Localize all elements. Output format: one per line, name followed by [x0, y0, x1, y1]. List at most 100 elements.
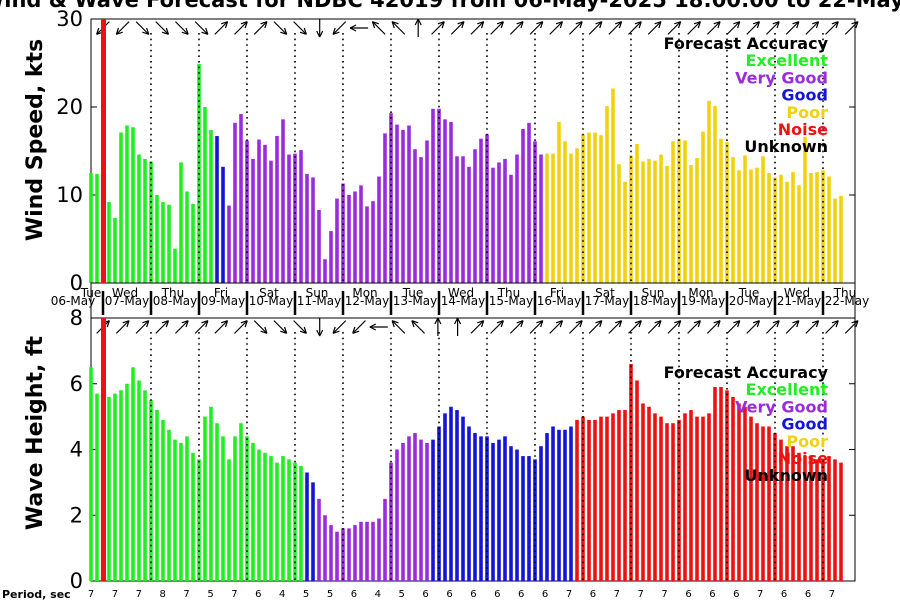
wind-bar	[665, 165, 669, 283]
wave-bar	[737, 403, 741, 581]
date-row: Tue06-MayWed07-MayThu08-MayFri09-MaySat1…	[51, 282, 869, 319]
date-label: 09-May	[201, 294, 245, 308]
wind-direction-arrow	[234, 21, 248, 35]
wave-ytick-label: 0	[70, 569, 83, 593]
wind-bar	[731, 157, 735, 283]
wave-direction-arrow	[135, 320, 150, 334]
wave-bar	[377, 518, 381, 581]
period-value: 6	[351, 589, 357, 600]
wind-direction-arrow	[371, 21, 386, 35]
date-label: 14-May	[441, 294, 485, 308]
wind-bar	[227, 205, 231, 283]
wave-direction-arrow	[766, 320, 780, 334]
wind-bar	[827, 176, 831, 283]
wind-bar	[173, 248, 177, 283]
day-name-label: Wed	[112, 286, 138, 300]
wave-direction-arrow	[273, 320, 288, 334]
wind-direction-arrow	[175, 21, 189, 35]
wave-bar	[311, 482, 315, 581]
wave-bar	[281, 456, 285, 581]
period-value: 7	[112, 589, 118, 600]
wind-bar	[359, 185, 363, 283]
wind-bar	[821, 170, 825, 283]
wind-bar	[599, 135, 603, 283]
date-label: 18-May	[633, 294, 677, 308]
period-value: 7	[614, 589, 620, 600]
wave-bar	[785, 446, 789, 581]
wave-ytick-label: 2	[70, 503, 83, 527]
wind-bar	[95, 173, 99, 283]
wave-bar	[443, 413, 447, 581]
wind-bar	[509, 174, 513, 283]
period-value: 7	[231, 589, 237, 600]
wave-bar	[455, 410, 459, 581]
wave-direction-arrow	[569, 320, 583, 334]
wave-bar	[497, 439, 501, 581]
wind-bar	[239, 114, 243, 283]
wind-bar	[767, 173, 771, 283]
day-name-label: Fri	[550, 286, 564, 300]
wind-bar	[431, 108, 435, 283]
wave-bar	[545, 433, 549, 581]
wind-bar	[791, 172, 795, 283]
wave-bar	[305, 472, 309, 581]
wind-bar	[305, 173, 309, 283]
wave-direction-arrow	[687, 320, 701, 334]
wave-bar	[227, 459, 231, 581]
wave-bar	[533, 459, 537, 581]
wind-bar	[449, 121, 453, 284]
wind-ytick-label: 20	[56, 95, 83, 119]
day-name-label: Thu	[161, 286, 185, 300]
wind-y-axis-label: Wind Speed, kts	[23, 39, 48, 241]
wind-direction-arrow	[431, 21, 445, 35]
wave-direction-arrow	[628, 320, 642, 334]
wave-ytick-label: 6	[70, 372, 83, 396]
wave-bar	[509, 446, 513, 581]
wind-bar	[215, 136, 219, 283]
wave-ytick-label: 8	[70, 306, 83, 330]
wave-bar	[695, 416, 699, 581]
wind-direction-arrow	[628, 21, 642, 35]
wind-direction-arrow	[844, 21, 859, 35]
wind-legend-title: Forecast Accuracy	[664, 34, 829, 53]
wind-bar	[113, 217, 117, 283]
wave-direction-arrow	[332, 320, 347, 334]
wind-bar	[635, 143, 639, 283]
period-value: 6	[733, 589, 739, 600]
wind-bar	[497, 162, 501, 283]
wave-bar	[167, 429, 171, 581]
period-value: 6	[542, 589, 548, 600]
wave-bar	[779, 439, 783, 581]
wave-bar	[137, 380, 141, 581]
period-value: 6	[590, 589, 596, 600]
wave-bar	[131, 367, 135, 581]
wave-bar	[143, 390, 147, 581]
wind-bar	[425, 140, 429, 283]
wave-direction-arrow	[214, 320, 229, 334]
chart-title: Wind & Wave Forecast for NDBC 42019 from…	[0, 0, 900, 12]
wind-bar	[491, 167, 495, 283]
date-label: 08-May	[153, 294, 197, 308]
wind-bar	[695, 158, 699, 283]
wave-bar	[185, 436, 189, 581]
wind-direction-arrow	[569, 21, 583, 35]
wave-bar	[575, 419, 579, 581]
wave-bar	[419, 439, 423, 581]
wind-bar	[551, 153, 555, 283]
wind-bar	[461, 156, 465, 283]
wave-bar	[671, 423, 675, 581]
wind-direction-arrow	[647, 21, 662, 35]
wave-bar	[815, 459, 819, 581]
wind-bar	[593, 132, 597, 283]
wave-bar	[605, 416, 609, 581]
wind-bar	[701, 131, 705, 283]
wind-direction-arrow	[155, 21, 170, 35]
wave-direction-arrow	[647, 320, 662, 334]
wind-direction-arrow	[529, 21, 544, 35]
wind-legend-item: Poor	[786, 103, 828, 122]
period-value: 5	[399, 589, 405, 600]
wind-ytick-label: 30	[56, 7, 83, 31]
wind-bar	[221, 166, 225, 283]
